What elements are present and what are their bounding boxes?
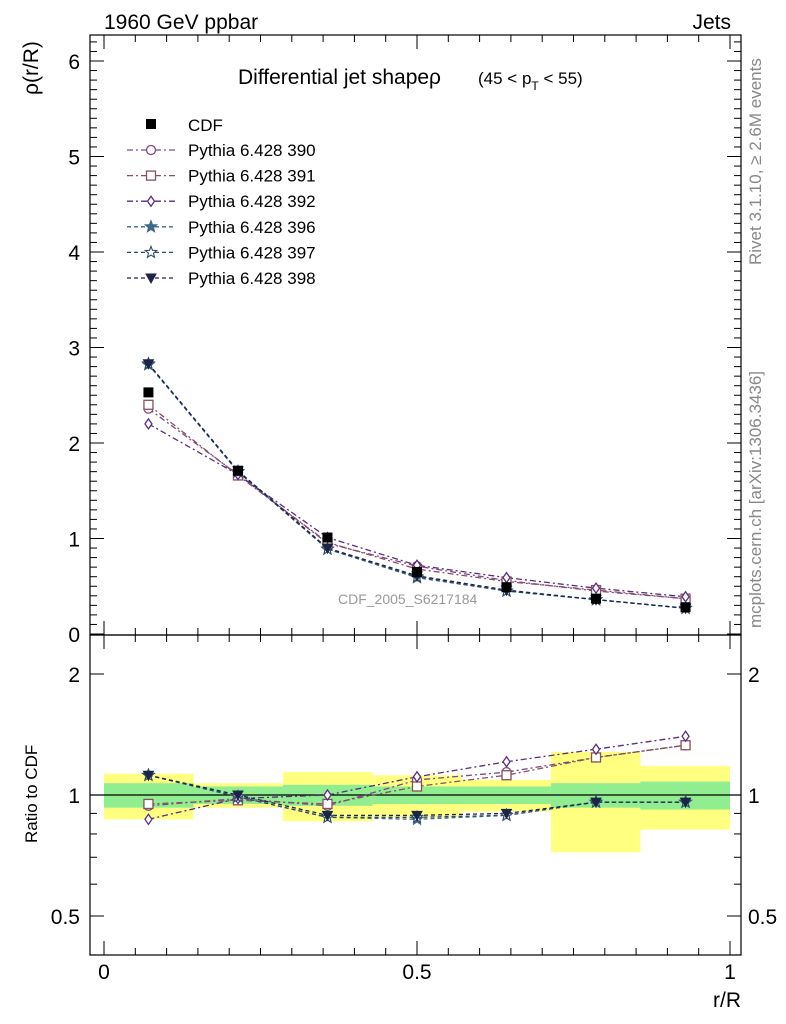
analysis-watermark: CDF_2005_S6217184	[338, 591, 478, 607]
mcplots-label: mcplots.cern.ch [arXiv:1306.3436]	[746, 371, 765, 628]
marker-data	[322, 532, 333, 543]
marker-triangle-down	[142, 359, 155, 370]
ratio-tick-label-right: 1	[748, 785, 760, 808]
ratio-tick-label: 0.5	[51, 906, 80, 929]
marker-triangle-down	[142, 770, 155, 782]
y-tick-label: 1	[68, 529, 80, 552]
marker-triangle-down	[411, 810, 423, 822]
ratio-tick-label: 1	[68, 785, 80, 808]
marker-triangle-down	[145, 273, 157, 285]
marker-diamond	[323, 788, 332, 802]
process-label: Jets	[692, 11, 731, 34]
marker-triangle-down	[590, 797, 602, 809]
y-tick-label: 2	[68, 433, 80, 456]
legend-label: Pythia 6.428 390	[188, 141, 316, 160]
legend-label: Pythia 6.428 398	[188, 269, 316, 288]
main-axis-ticks: 0 1 2 3 4 5 6	[68, 35, 741, 647]
marker-square	[145, 170, 157, 181]
marker-diamond	[502, 755, 511, 768]
marker-triangle-down	[321, 810, 334, 822]
x-tick-label: 1	[724, 961, 736, 984]
chart-title: Differential jet shapeρ	[238, 66, 441, 89]
x-tick-label: 0.5	[402, 961, 431, 984]
ratio-tick-label: 2	[68, 664, 80, 687]
marker-data	[412, 566, 422, 577]
chart-title-range: (45 < pT < 55)	[478, 69, 583, 93]
y-tick-label: 0	[68, 624, 80, 647]
marker-diamond	[681, 730, 690, 743]
marker-diamond	[144, 417, 153, 431]
legend-label: Pythia 6.428 396	[188, 218, 316, 237]
ratio-axis-ticks: 0 0.5 1 0.5 0.5 1 1 2 2	[51, 635, 777, 984]
marker-triangle-down	[321, 543, 334, 555]
marker-diamond	[412, 770, 422, 783]
main-series-layer	[141, 356, 693, 615]
main-panel: 0 1 2 3 4 5 6 Differential jet shapeρ (45 < pT…	[20, 34, 742, 647]
title-range-start: (45 < p	[478, 69, 531, 88]
marker-square	[501, 770, 512, 781]
legend-label: Pythia 6.428 397	[188, 243, 316, 262]
legend-label: CDF	[188, 116, 223, 135]
marker-square	[143, 399, 154, 410]
ratio-panel: 0 0.5 1 0.5 0.5 1 1 2 2 Ratio to CDF r/R	[22, 634, 777, 1012]
energy-label: 1960 GeV ppbar	[104, 11, 258, 34]
marker-triangle-down	[679, 797, 692, 809]
y-axis-label: ρ(r/R)	[20, 41, 43, 95]
marker-star	[143, 244, 159, 259]
marker-data	[591, 593, 602, 604]
legend: CDF Pythia 6.428 390 Pythia 6.428 391 Pythi…	[127, 116, 316, 288]
title-range-end: < 55)	[539, 69, 583, 88]
marker-square	[411, 781, 423, 792]
rivet-label: Rivet 3.1.10, ≥ 2.6M events	[746, 58, 765, 265]
y-tick-label: 3	[68, 338, 80, 361]
x-tick-label: 0	[98, 961, 110, 984]
marker-data	[143, 387, 154, 398]
marker-data	[501, 582, 512, 593]
marker-diamond	[146, 195, 156, 208]
marker-star	[143, 219, 159, 233]
marker-diamond	[144, 813, 153, 826]
legend-label: Pythia 6.428 391	[188, 167, 316, 186]
y-tick-label: 6	[68, 51, 80, 74]
title-range-sub: T	[531, 79, 539, 93]
marker-data	[680, 602, 691, 613]
y-tick-label: 4	[68, 242, 80, 265]
marker-diamond	[591, 743, 601, 756]
ratio-tick-label-right: 0.5	[748, 906, 777, 929]
ratio-tick-label-right: 2	[748, 664, 760, 687]
marker-data	[146, 119, 156, 129]
ratio-y-axis-label: Ratio to CDF	[22, 745, 41, 843]
marker-circle	[145, 144, 157, 156]
marker-square	[143, 798, 154, 810]
ratio-uncertainty-bands	[90, 751, 741, 853]
y-tick-label: 5	[68, 147, 80, 170]
legend-label: Pythia 6.428 392	[188, 192, 316, 211]
ratio-series-layer	[141, 730, 693, 826]
marker-triangle-down	[500, 808, 513, 820]
marker-data	[232, 465, 243, 476]
x-axis-label: r/R	[713, 989, 741, 1012]
marker-triangle-down	[232, 790, 244, 802]
